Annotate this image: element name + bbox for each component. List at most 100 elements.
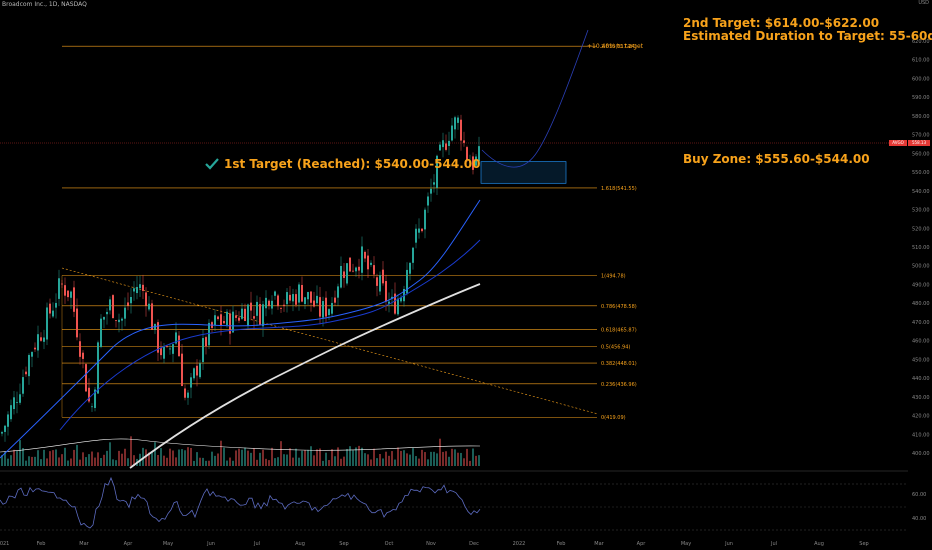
volume-bar: [268, 460, 270, 466]
candle-body: [415, 228, 417, 243]
volume-bar: [442, 451, 444, 466]
volume-bar: [439, 438, 441, 466]
candle-body: [382, 269, 384, 284]
candle-body: [451, 125, 453, 141]
volume-bar: [91, 451, 93, 466]
candle-body: [337, 286, 339, 298]
price-tick: 580.00: [912, 114, 930, 120]
volume-bar: [205, 460, 207, 466]
fib-label: 0.618(465.87): [601, 328, 637, 334]
candle-body: [184, 388, 186, 398]
volume-bar: [181, 449, 183, 466]
volume-bar: [163, 455, 165, 466]
currency-label: USD: [918, 0, 929, 6]
candle-body: [460, 119, 462, 141]
candle-body: [127, 302, 129, 306]
candle-body: [364, 251, 366, 259]
volume-bar: [142, 447, 144, 466]
volume-bar: [25, 460, 27, 466]
volume-bar: [241, 449, 243, 466]
candle-body: [247, 304, 249, 326]
candle-body: [112, 295, 114, 319]
volume-bar: [292, 457, 294, 466]
buy-zone-box[interactable]: [480, 161, 567, 184]
volume-bar: [331, 449, 333, 466]
volume-bar: [229, 457, 231, 466]
volume-bar: [133, 455, 135, 466]
volume-bar: [448, 456, 450, 466]
volume-bar: [469, 460, 471, 466]
candle-body: [253, 316, 255, 319]
price-tick: 620.00: [912, 39, 930, 45]
price-tick: 430.00: [912, 395, 930, 401]
candle-body: [328, 309, 330, 316]
time-tick: Mar: [79, 541, 89, 547]
volume-bar: [460, 452, 462, 466]
volume-bar: [346, 449, 348, 466]
candle-body: [316, 295, 318, 304]
candle-body: [388, 301, 390, 304]
candle-body: [319, 297, 321, 317]
volume-bar: [73, 449, 75, 466]
volume-bar: [109, 442, 111, 466]
candle-body: [28, 355, 30, 377]
volume-bar: [124, 448, 126, 466]
volume-bar: [415, 456, 417, 466]
candle-body: [4, 425, 6, 432]
candle-body: [145, 292, 147, 306]
fib-label: 0.5(456.94): [601, 344, 630, 350]
time-tick: May: [681, 541, 691, 547]
volume-bar: [472, 448, 474, 466]
second-target-line2: Estimated Duration to Target: 55-60d: [683, 29, 932, 43]
time-tick: Jun: [206, 541, 215, 547]
candle-body: [430, 188, 432, 194]
candle-body: [193, 368, 195, 379]
candle-body: [52, 310, 54, 317]
volume-bar: [328, 460, 330, 466]
buy-zone-label: Buy Zone: $555.60-$544.00: [683, 152, 870, 166]
time-tick: Aug: [814, 541, 824, 547]
candle-body: [91, 406, 93, 408]
candle-body: [259, 304, 261, 325]
volume-bar: [421, 449, 423, 466]
volume-bar: [85, 457, 87, 466]
candle-body: [334, 297, 336, 303]
volume-bar: [13, 449, 15, 466]
volume-bar: [214, 455, 216, 466]
volume-bar: [94, 457, 96, 466]
candle-body: [34, 347, 36, 350]
volume-bar: [475, 455, 477, 466]
candle-body: [31, 352, 33, 357]
candle-body: [7, 414, 9, 427]
candle-body: [331, 302, 333, 314]
volume-bar: [433, 451, 435, 466]
volume-bar: [220, 440, 222, 466]
candle-body: [238, 317, 240, 321]
volume-bar: [355, 447, 357, 466]
candle-body: [274, 291, 276, 296]
volume-bar: [211, 451, 213, 466]
time-tick: Dec: [469, 541, 479, 547]
candle-body: [280, 308, 282, 309]
candle-body: [46, 307, 48, 340]
ema-medium: [59, 239, 481, 431]
candle-body: [130, 297, 132, 304]
candle-body: [370, 262, 372, 265]
candle-body: [232, 311, 234, 333]
candle-body: [463, 140, 465, 143]
volume-bar: [1, 455, 3, 466]
volume-bar: [208, 460, 210, 466]
candle-body: [235, 315, 237, 318]
candle-body: [100, 318, 102, 348]
volume-bar: [43, 449, 45, 466]
candle-body: [292, 294, 294, 302]
time-tick: Oct: [385, 541, 394, 547]
candle-body: [394, 293, 396, 314]
candle-body: [121, 318, 123, 321]
candle-body: [169, 348, 171, 350]
volume-bar: [391, 451, 393, 466]
ema-fast: [0, 199, 481, 459]
time-tick: Feb: [37, 541, 46, 547]
candle-body: [265, 297, 267, 309]
